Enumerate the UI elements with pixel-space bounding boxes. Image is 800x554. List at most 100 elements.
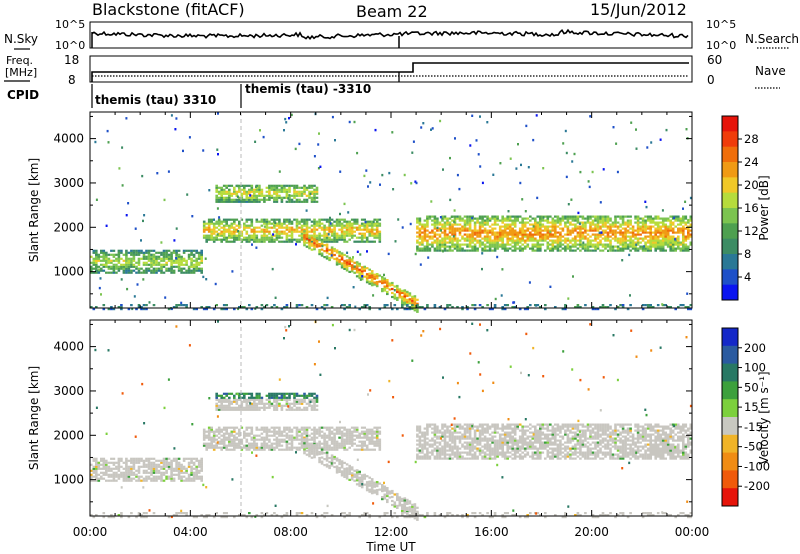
power-cell — [258, 190, 261, 193]
power-cell — [204, 257, 207, 260]
power-cell — [318, 239, 321, 242]
power-cell — [195, 259, 198, 262]
power-cell — [559, 249, 562, 252]
power-cell — [165, 263, 168, 266]
velocity-cell — [305, 430, 309, 433]
velocity-cell — [110, 469, 113, 472]
velocity-cell — [195, 469, 198, 472]
power-cell — [386, 290, 389, 294]
power-cell — [508, 227, 512, 230]
power-cell — [333, 226, 336, 229]
power-cell — [516, 247, 519, 250]
power-cell — [684, 245, 688, 248]
power-cell — [473, 221, 477, 224]
velocity-cell — [212, 432, 216, 435]
power-cell — [584, 247, 587, 250]
power-cell — [315, 234, 319, 237]
power-cell — [654, 243, 657, 246]
velocity-cell — [323, 442, 326, 445]
power-cell — [313, 244, 316, 247]
power-cell — [466, 235, 469, 238]
power-cell — [177, 269, 181, 272]
power-cell — [539, 233, 542, 236]
power-cell — [112, 249, 116, 252]
velocity-cell — [333, 444, 336, 447]
power-cell — [268, 226, 271, 229]
power-cell — [521, 223, 524, 226]
velocity-cell — [268, 404, 271, 407]
velocity-cell — [338, 432, 341, 435]
power-cell — [426, 247, 429, 250]
power-cell — [579, 225, 582, 228]
power-cell — [345, 228, 349, 231]
power-cell — [401, 297, 404, 300]
power-cell — [539, 249, 542, 252]
power-cell — [526, 243, 530, 246]
power-cell — [355, 271, 359, 274]
power-cell — [503, 245, 507, 248]
velocity-cell — [358, 470, 361, 473]
velocity-cell — [325, 440, 329, 443]
velocity-cell — [275, 444, 279, 447]
power-cell — [255, 234, 259, 237]
power-cell — [416, 227, 419, 230]
power-cell — [313, 198, 316, 201]
power-cell — [200, 249, 203, 252]
power-cell — [245, 198, 249, 201]
power-cell — [330, 254, 333, 257]
power-cell — [365, 267, 369, 270]
power-cell — [541, 219, 545, 222]
velocity-cell — [225, 438, 228, 441]
power-cell — [621, 217, 625, 220]
power-cell — [117, 249, 121, 252]
power-cell — [518, 308, 522, 311]
power-cell — [476, 229, 479, 232]
power-cell — [240, 192, 244, 195]
velocity-cell — [310, 450, 314, 453]
power-cell — [260, 234, 264, 237]
velocity-cell — [375, 444, 379, 447]
power-cell — [150, 265, 153, 268]
power-cell — [355, 267, 359, 270]
power-cell — [383, 306, 387, 309]
power-cell — [240, 240, 244, 243]
power-cell — [323, 224, 326, 227]
power-cell — [571, 227, 575, 230]
power-cell — [518, 221, 522, 224]
power-cell — [525, 124, 528, 128]
power-cell — [290, 194, 294, 197]
velocity-cell — [303, 446, 306, 449]
power-cell — [222, 188, 226, 191]
power-cell — [197, 253, 201, 256]
power-cell — [479, 165, 482, 168]
power-cell — [285, 194, 289, 197]
velocity-cell — [283, 394, 286, 397]
power-cell — [604, 221, 607, 224]
velocity-cell — [363, 430, 366, 433]
power-cell — [243, 190, 246, 193]
velocity-cell — [152, 463, 156, 466]
power-cell — [290, 226, 294, 229]
power-cell — [481, 215, 484, 218]
power-cell — [448, 227, 452, 230]
power-cell — [426, 235, 429, 238]
velocity-cell — [240, 440, 244, 443]
power-cell — [541, 233, 545, 236]
velocity-cell — [165, 461, 168, 464]
power-cell — [163, 198, 166, 202]
velocity-cell — [197, 459, 201, 462]
power-cell — [280, 188, 284, 191]
power-cell — [210, 232, 213, 235]
power-cell — [401, 300, 403, 303]
power-cell — [137, 251, 141, 254]
velocity-cell — [240, 402, 244, 405]
power-cell — [325, 249, 329, 252]
power-cell — [664, 237, 667, 240]
power-cell — [192, 269, 196, 272]
power-cell — [677, 239, 680, 242]
velocity-cell — [303, 400, 306, 403]
power-cell — [132, 263, 136, 266]
velocity-cell — [355, 469, 359, 472]
power-cell — [368, 276, 371, 279]
velocity-cell — [273, 396, 276, 399]
